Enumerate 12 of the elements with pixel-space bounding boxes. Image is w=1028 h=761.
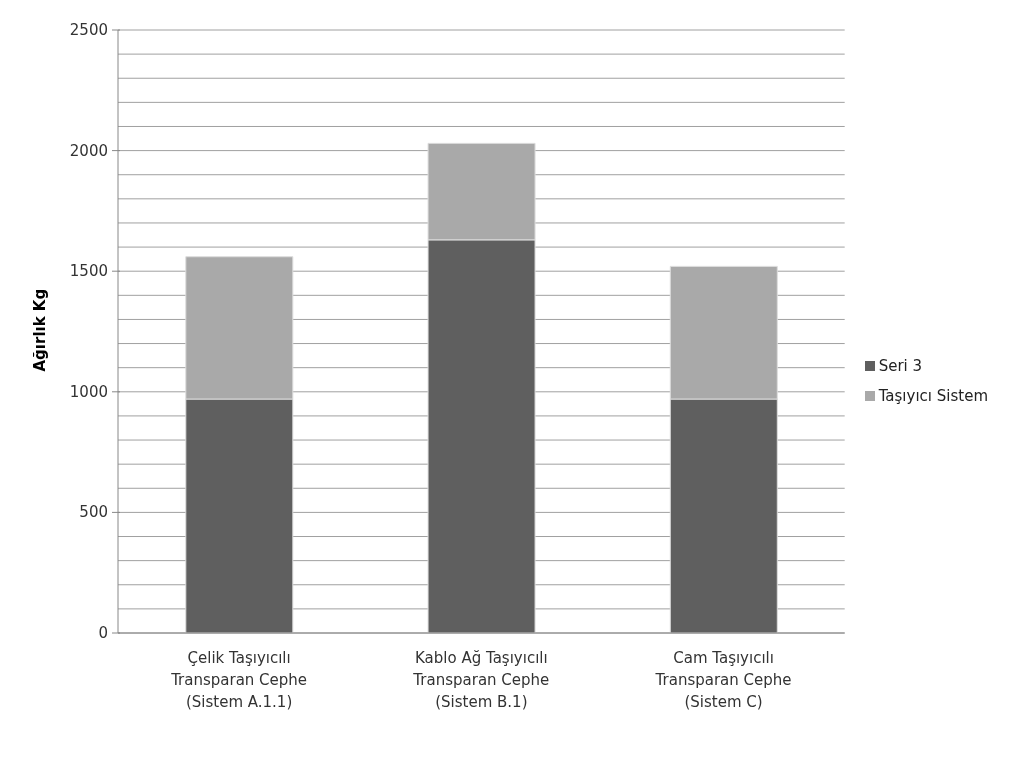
y-tick-label: 1000 bbox=[69, 382, 108, 401]
y-tick-label: 500 bbox=[79, 503, 108, 522]
x-tick-label: Kablo Ağ Taşıyıcılı Transparan Cephe (Sistem B.1) bbox=[412, 649, 550, 711]
y-axis-title: Ağırlık Kg bbox=[31, 288, 50, 372]
x-tick-label: Cam Taşıyıcılı Transparan Cephe (Sistem C) bbox=[654, 649, 792, 711]
legend-label: Seri 3 bbox=[878, 356, 923, 375]
y-tick-label: 0 bbox=[98, 624, 108, 642]
y-tick-label: 1500 bbox=[69, 262, 108, 281]
y-tick-label: 2000 bbox=[69, 141, 108, 160]
y-tick-label: 2500 bbox=[69, 21, 108, 39]
x-tick-label: Çelik Taşıyıcılı Transparan Cephe (Sistem A.1.1) bbox=[170, 649, 308, 711]
legend-label: Taşıyıcı Sistem bbox=[878, 386, 988, 405]
